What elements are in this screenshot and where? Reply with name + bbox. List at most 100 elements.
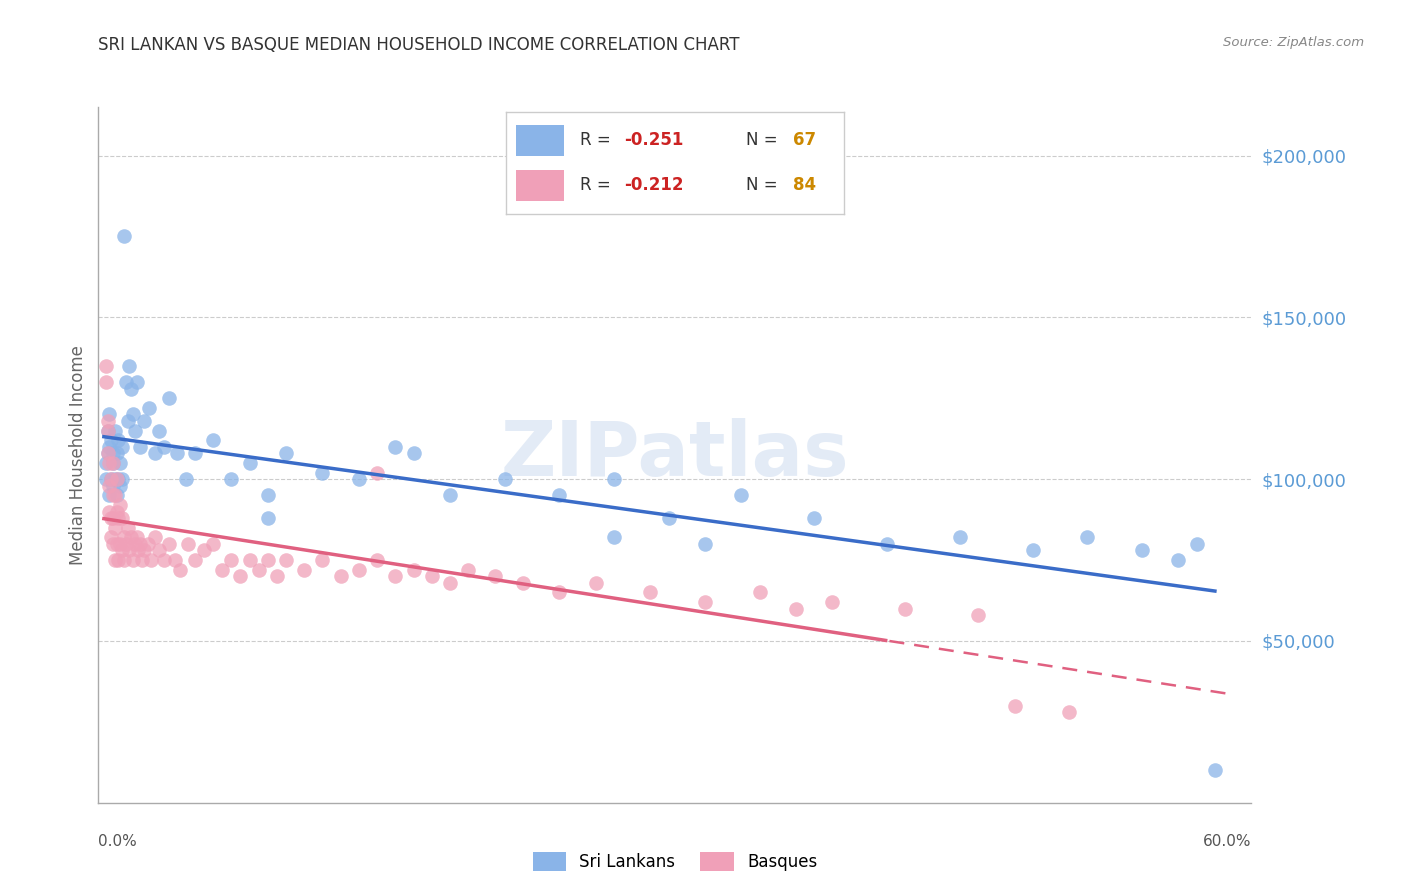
Point (174, 472, 197, 486)
Point (366, 466, 388, 480)
Point (112, 531, 135, 545)
Point (104, 472, 127, 486)
Point (484, 569, 506, 583)
Point (184, 553, 207, 567)
Point (384, 440, 406, 454)
Point (104, 488, 127, 502)
Point (967, 608, 990, 623)
Point (138, 401, 160, 415)
Point (176, 537, 198, 551)
Text: 84: 84 (793, 177, 815, 194)
Point (107, 472, 129, 486)
Point (1185, 537, 1208, 551)
Point (125, 375, 148, 389)
Point (193, 543, 215, 558)
Point (94, 359, 117, 373)
Point (111, 440, 134, 454)
Point (105, 504, 128, 518)
Point (894, 601, 917, 615)
Point (96, 424, 118, 438)
Point (101, 488, 124, 502)
Point (117, 521, 139, 535)
Point (366, 553, 388, 567)
Point (100, 472, 122, 486)
Point (111, 472, 134, 486)
Point (439, 575, 461, 590)
FancyBboxPatch shape (516, 170, 564, 201)
Point (117, 414, 139, 428)
Point (402, 446, 425, 460)
Point (266, 569, 288, 583)
Point (1022, 543, 1045, 558)
Text: N =: N = (745, 131, 783, 149)
Point (111, 511, 134, 525)
Point (100, 434, 122, 448)
Point (256, 511, 278, 525)
Point (101, 511, 124, 525)
Point (184, 446, 207, 460)
Text: R =: R = (581, 131, 616, 149)
Point (112, 553, 135, 567)
Point (603, 531, 626, 545)
Point (347, 472, 370, 486)
Point (98, 408, 121, 422)
Point (143, 446, 166, 460)
Legend: Sri Lankans, Basques: Sri Lankans, Basques (526, 846, 824, 878)
Point (105, 472, 128, 486)
Point (274, 553, 297, 567)
Point (129, 537, 152, 551)
Point (159, 537, 181, 551)
Point (98, 440, 121, 454)
Point (120, 531, 142, 545)
Point (98, 478, 121, 492)
Text: 60.0%: 60.0% (1204, 834, 1251, 849)
Point (98, 504, 121, 518)
Text: ZIPatlas: ZIPatlas (501, 418, 849, 491)
Point (785, 601, 807, 615)
Text: 0.0%: 0.0% (98, 834, 138, 849)
Point (114, 375, 136, 389)
Point (876, 537, 898, 551)
Point (112, 229, 135, 244)
Text: -0.251: -0.251 (624, 131, 683, 149)
Point (100, 531, 122, 545)
Point (101, 456, 124, 470)
Point (256, 553, 278, 567)
Point (311, 553, 333, 567)
Point (96, 414, 118, 428)
Point (96, 424, 118, 438)
Point (101, 478, 124, 492)
Point (136, 537, 159, 551)
Text: N =: N = (745, 177, 783, 194)
Point (96, 446, 118, 460)
Point (129, 440, 152, 454)
Point (110, 498, 132, 512)
Point (221, 553, 243, 567)
Point (949, 531, 972, 545)
Point (101, 446, 124, 460)
Point (347, 563, 370, 577)
Point (101, 456, 124, 470)
Point (748, 585, 770, 599)
Point (98, 456, 121, 470)
Point (202, 434, 225, 448)
Point (1204, 764, 1226, 778)
Text: Source: ZipAtlas.com: Source: ZipAtlas.com (1223, 36, 1364, 49)
Point (104, 521, 127, 535)
Y-axis label: Median Household Income: Median Household Income (69, 345, 87, 565)
Point (143, 531, 166, 545)
Point (640, 585, 662, 599)
Point (105, 446, 128, 460)
Point (124, 424, 146, 438)
Point (585, 575, 607, 590)
Point (96, 446, 118, 460)
Point (548, 585, 571, 599)
Point (239, 553, 262, 567)
Point (163, 553, 186, 567)
Point (153, 440, 176, 454)
Point (125, 531, 148, 545)
Point (118, 543, 141, 558)
Point (104, 553, 127, 567)
Point (439, 488, 461, 502)
Text: SRI LANKAN VS BASQUE MEDIAN HOUSEHOLD INCOME CORRELATION CHART: SRI LANKAN VS BASQUE MEDIAN HOUSEHOLD IN… (98, 36, 740, 54)
